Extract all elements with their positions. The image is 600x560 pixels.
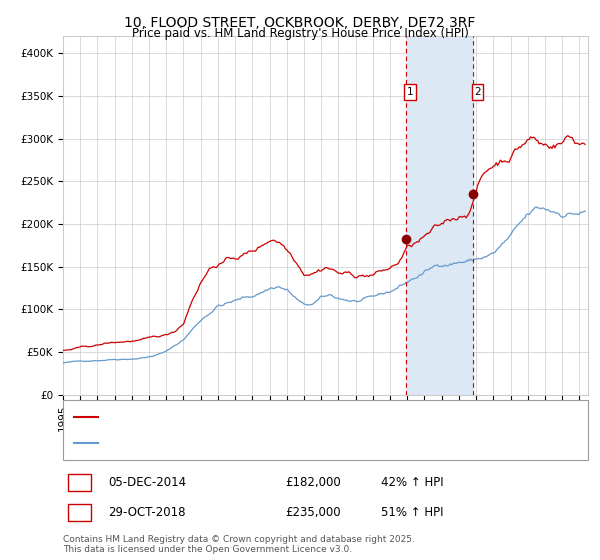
Bar	[406, 36, 473, 395]
Text: 2: 2	[474, 87, 481, 97]
Text: 1: 1	[76, 476, 83, 489]
Text: Price paid vs. HM Land Registry's House Price Index (HPI): Price paid vs. HM Land Registry's House …	[131, 27, 469, 40]
Text: 10, FLOOD STREET, OCKBROOK, DERBY, DE72 3RF (semi-detached house): 10, FLOOD STREET, OCKBROOK, DERBY, DE72 …	[102, 412, 516, 422]
Text: 1: 1	[407, 87, 413, 97]
Text: Contains HM Land Registry data © Crown copyright and database right 2025.
This d: Contains HM Land Registry data © Crown c…	[63, 535, 415, 554]
Text: 51% ↑ HPI: 51% ↑ HPI	[381, 506, 443, 519]
Text: 29-OCT-2018: 29-OCT-2018	[108, 506, 185, 519]
Text: 10, FLOOD STREET, OCKBROOK, DERBY, DE72 3RF: 10, FLOOD STREET, OCKBROOK, DERBY, DE72 …	[124, 16, 476, 30]
Text: £182,000: £182,000	[285, 476, 341, 489]
Text: 42% ↑ HPI: 42% ↑ HPI	[381, 476, 443, 489]
Text: HPI: Average price, semi-detached house, Erewash: HPI: Average price, semi-detached house,…	[102, 438, 386, 449]
Text: £235,000: £235,000	[285, 506, 341, 519]
Text: 05-DEC-2014: 05-DEC-2014	[108, 476, 186, 489]
Text: 2: 2	[76, 506, 83, 519]
